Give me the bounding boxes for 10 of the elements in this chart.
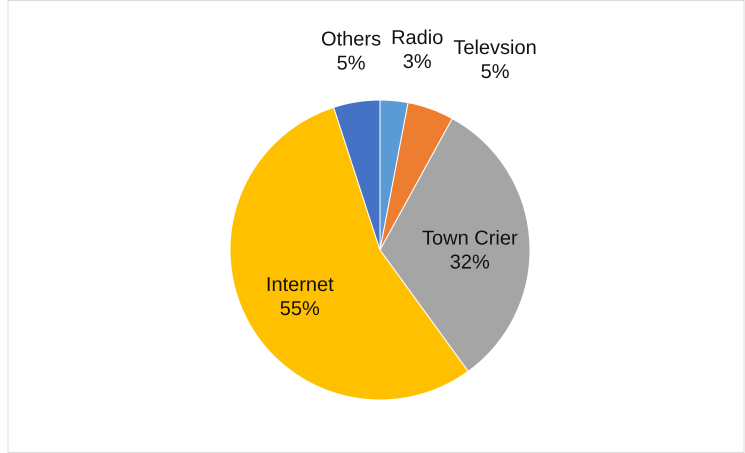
slice-label: Radio [391,26,444,49]
data-label: 3% [402,50,432,73]
data-label: 32% [450,251,490,274]
data-label: 55% [280,298,320,320]
data-label: 5% [336,52,366,74]
data-label: 5% [480,60,510,83]
slice-label: Town Crier [422,227,518,250]
slice-label: Others [321,28,382,50]
slice-label: Internet [266,274,334,296]
slice-label: Televsion [453,36,537,59]
